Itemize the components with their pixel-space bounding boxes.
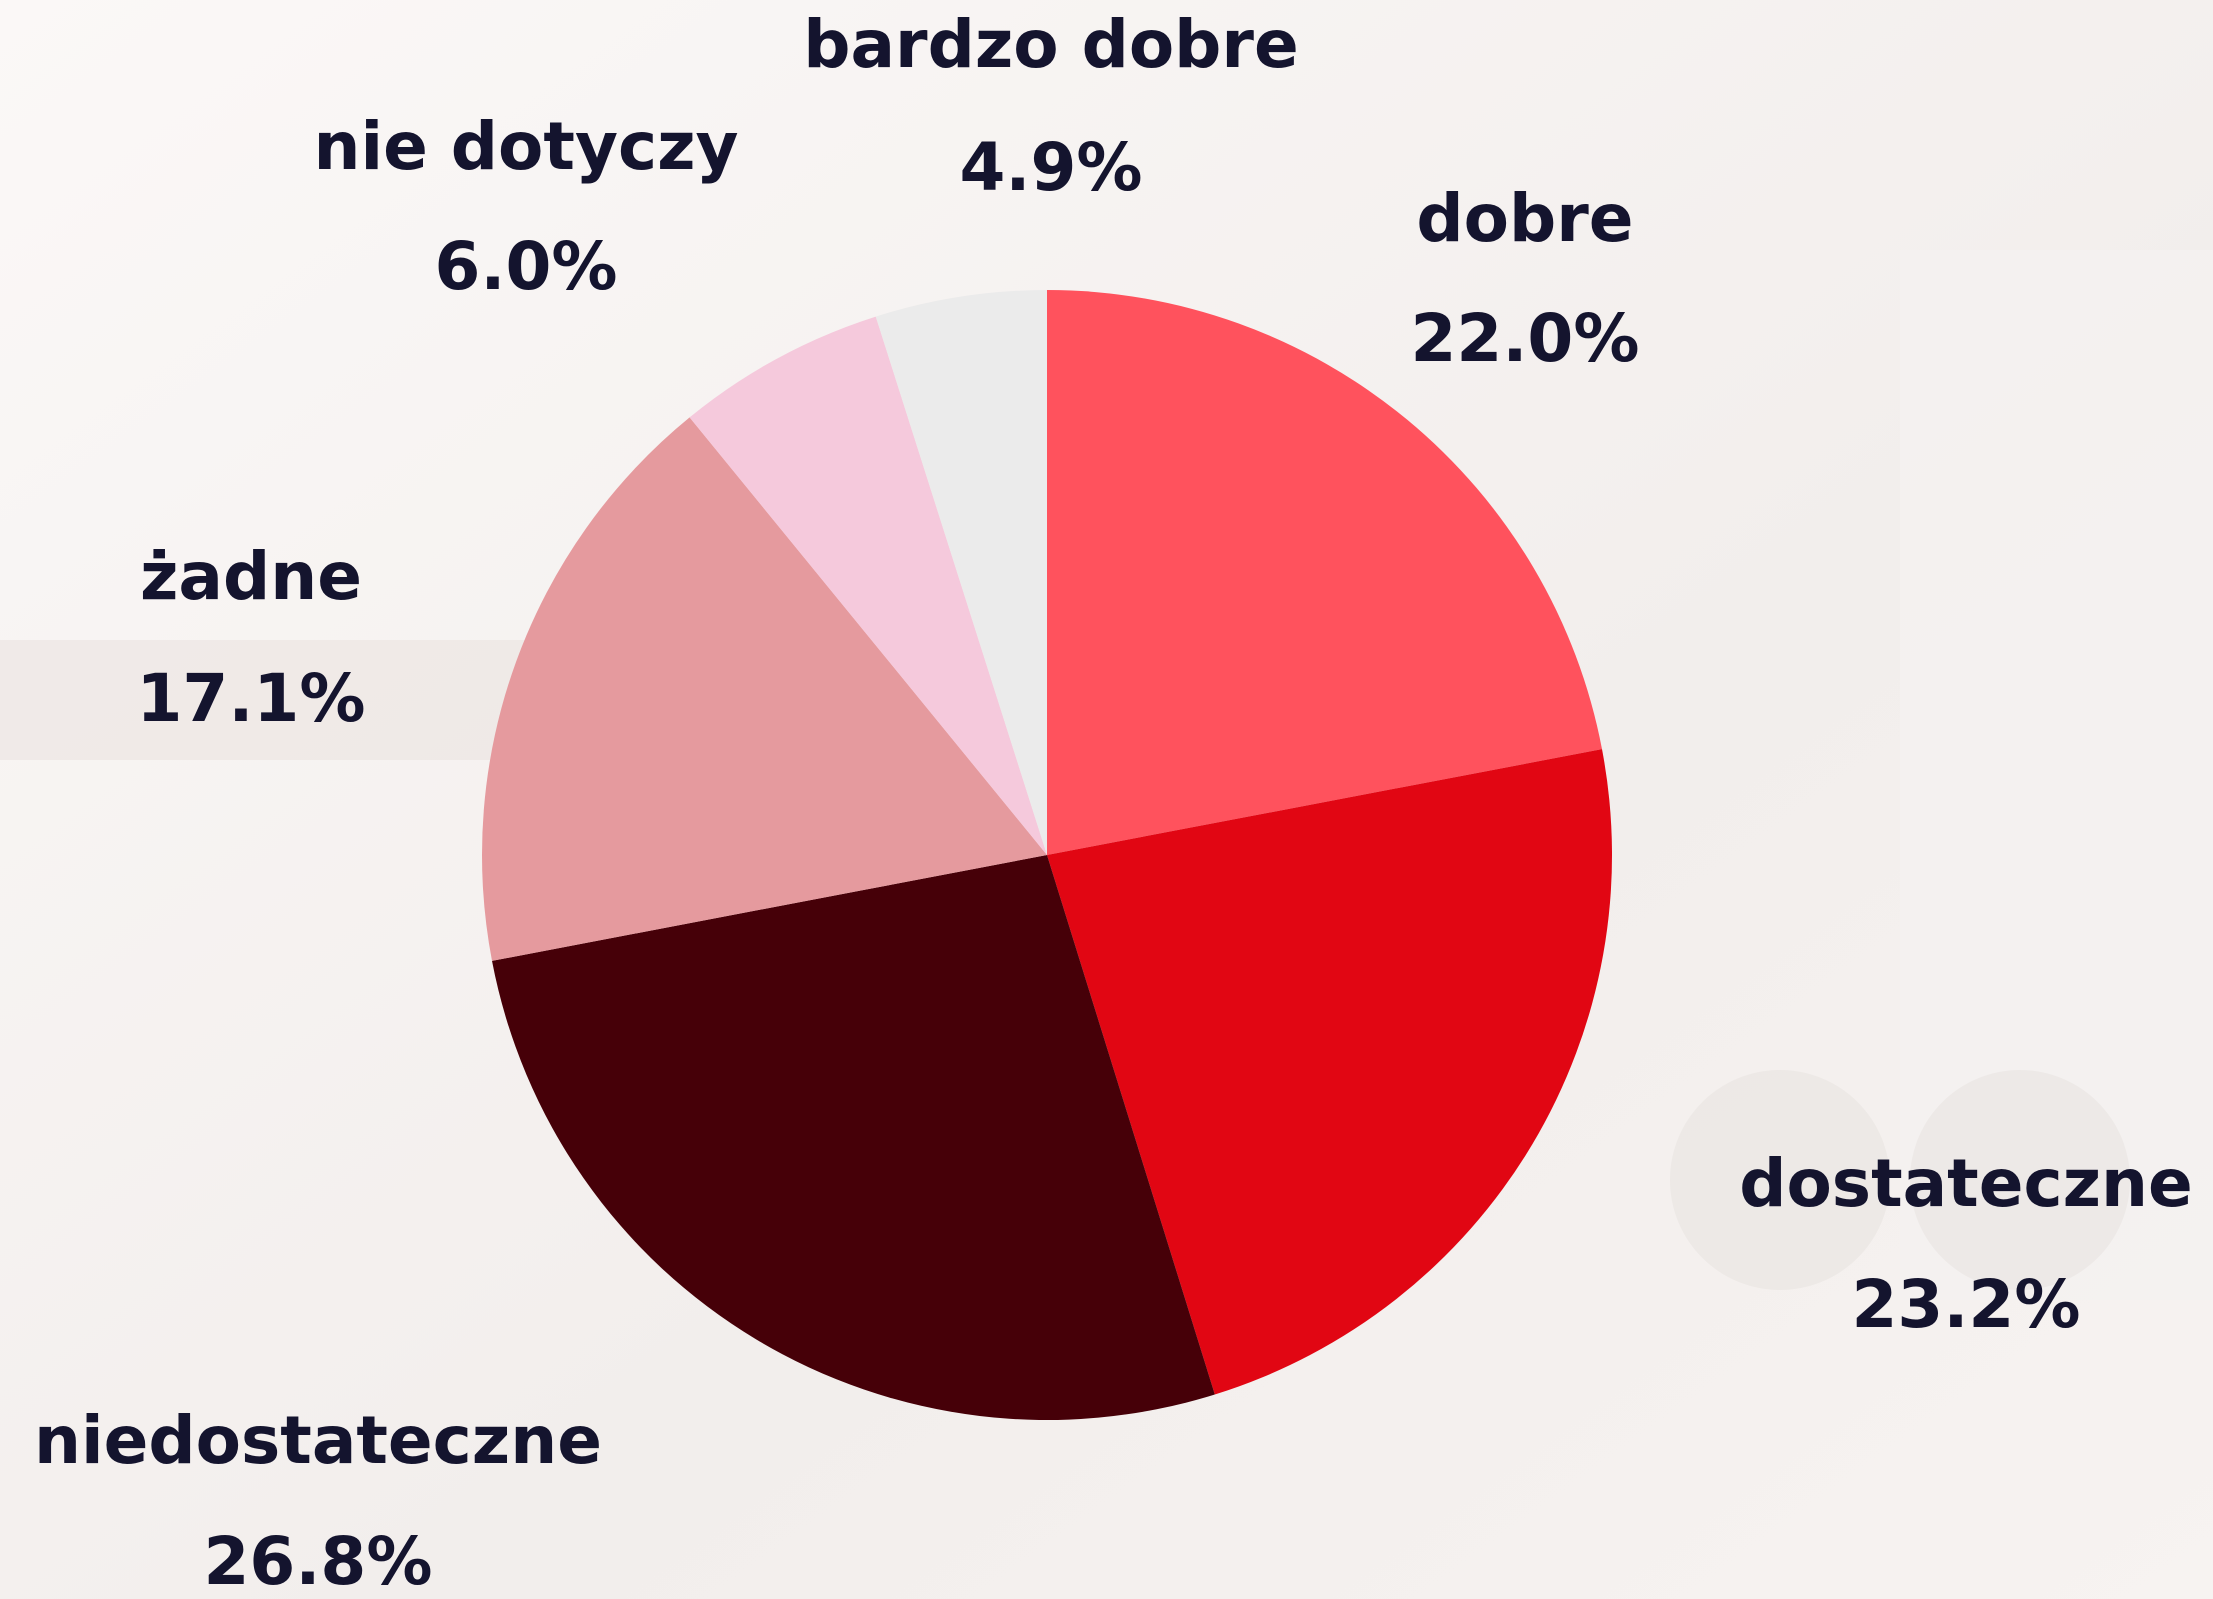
slice-label: nie dotyczy [313,108,738,185]
pie-slice [1047,290,1602,855]
slice-label: dobre [1416,180,1633,257]
slice-label: niedostateczne [34,1402,602,1479]
value-label: 4.9% [959,129,1142,206]
pie [481,290,1612,1420]
value-label: 6.0% [434,228,617,305]
background-wheel [1670,1070,1890,1290]
pie-slice [875,290,1047,855]
value-label: 26.8% [204,1523,433,1599]
background-wheel [1910,1070,2130,1290]
value-label: 23.2% [1852,1266,2081,1343]
pie-slice [1047,749,1612,1395]
slice-label: bardzo dobre [803,6,1298,83]
pie-slice [689,316,1047,856]
slice-label: dostateczne [1739,1145,2193,1222]
pie-slice [481,417,1047,961]
value-label: 22.0% [1411,300,1640,377]
value-label: 17.1% [137,660,366,737]
slice-label: żadne [140,538,362,615]
pie-slice [492,855,1215,1420]
labels: dobre 22.0% dostateczne 23.2% niedostateczne… [34,6,2193,1599]
